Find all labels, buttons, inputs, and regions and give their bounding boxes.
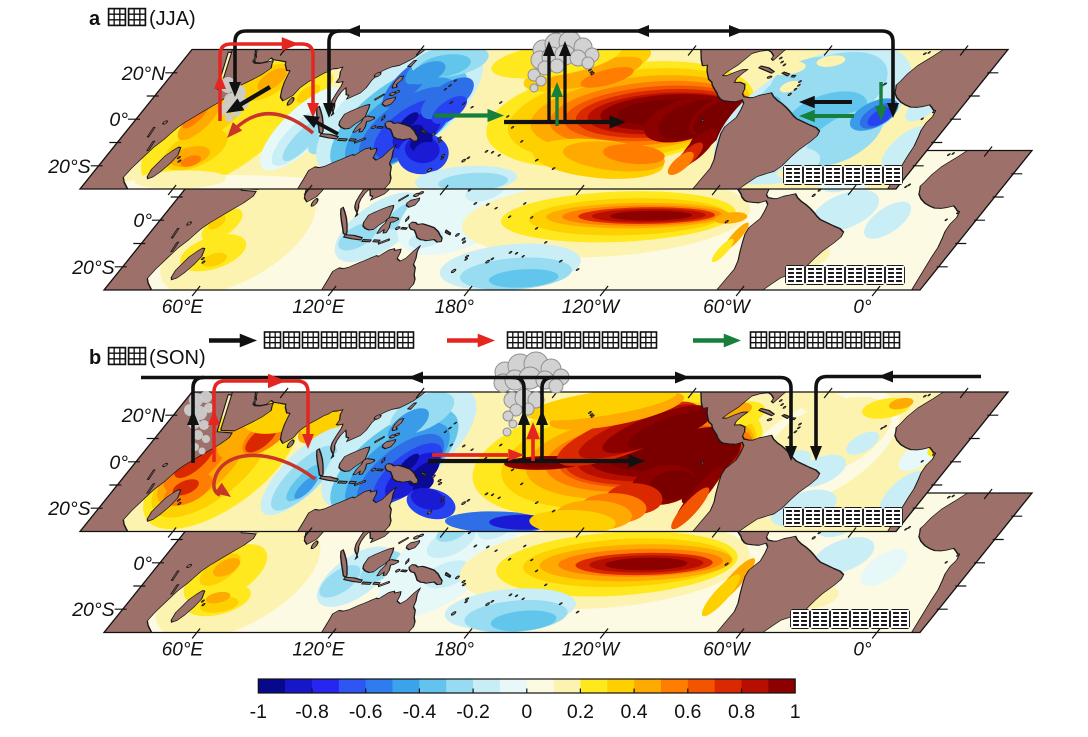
svg-text:0: 0 (521, 701, 532, 723)
svg-text:1: 1 (790, 701, 801, 723)
svg-text:60°W: 60°W (703, 640, 752, 661)
svg-text:20°S: 20°S (71, 599, 115, 621)
svg-text:120°E: 120°E (292, 297, 344, 318)
svg-text:-0.6: -0.6 (349, 701, 383, 723)
svg-text:20°S: 20°S (47, 156, 91, 178)
svg-text:20°S: 20°S (71, 257, 115, 279)
svg-text:(SON): (SON) (149, 347, 206, 369)
svg-text:0.2: 0.2 (567, 701, 594, 723)
svg-text:60°W: 60°W (703, 297, 752, 318)
svg-text:180°: 180° (435, 297, 475, 318)
svg-text:a: a (89, 8, 101, 30)
svg-text:-0.8: -0.8 (295, 701, 329, 723)
svg-text:120°E: 120°E (292, 640, 344, 661)
svg-text:-1: -1 (250, 701, 267, 723)
svg-text:(JJA): (JJA) (149, 8, 196, 30)
svg-text:20°N: 20°N (121, 63, 166, 85)
svg-text:0°: 0° (109, 109, 128, 131)
svg-text:0°: 0° (853, 640, 872, 661)
svg-text:20°S: 20°S (47, 498, 91, 520)
svg-text:20°N: 20°N (121, 405, 166, 427)
svg-text:0.8: 0.8 (728, 701, 755, 723)
svg-text:-0.2: -0.2 (456, 701, 490, 723)
svg-text:0.6: 0.6 (674, 701, 701, 723)
svg-text:b: b (89, 347, 101, 369)
svg-text:0°: 0° (133, 210, 152, 232)
svg-text:180°: 180° (435, 640, 475, 661)
svg-text:-0.4: -0.4 (403, 701, 437, 723)
svg-text:0°: 0° (109, 452, 128, 474)
svg-text:0°: 0° (853, 297, 872, 318)
svg-text:0°: 0° (133, 553, 152, 575)
svg-text:120°W: 120°W (562, 640, 621, 661)
svg-text:60°E: 60°E (162, 640, 204, 661)
svg-text:60°E: 60°E (162, 297, 204, 318)
svg-text:0.4: 0.4 (621, 701, 648, 723)
svg-text:120°W: 120°W (562, 297, 621, 318)
